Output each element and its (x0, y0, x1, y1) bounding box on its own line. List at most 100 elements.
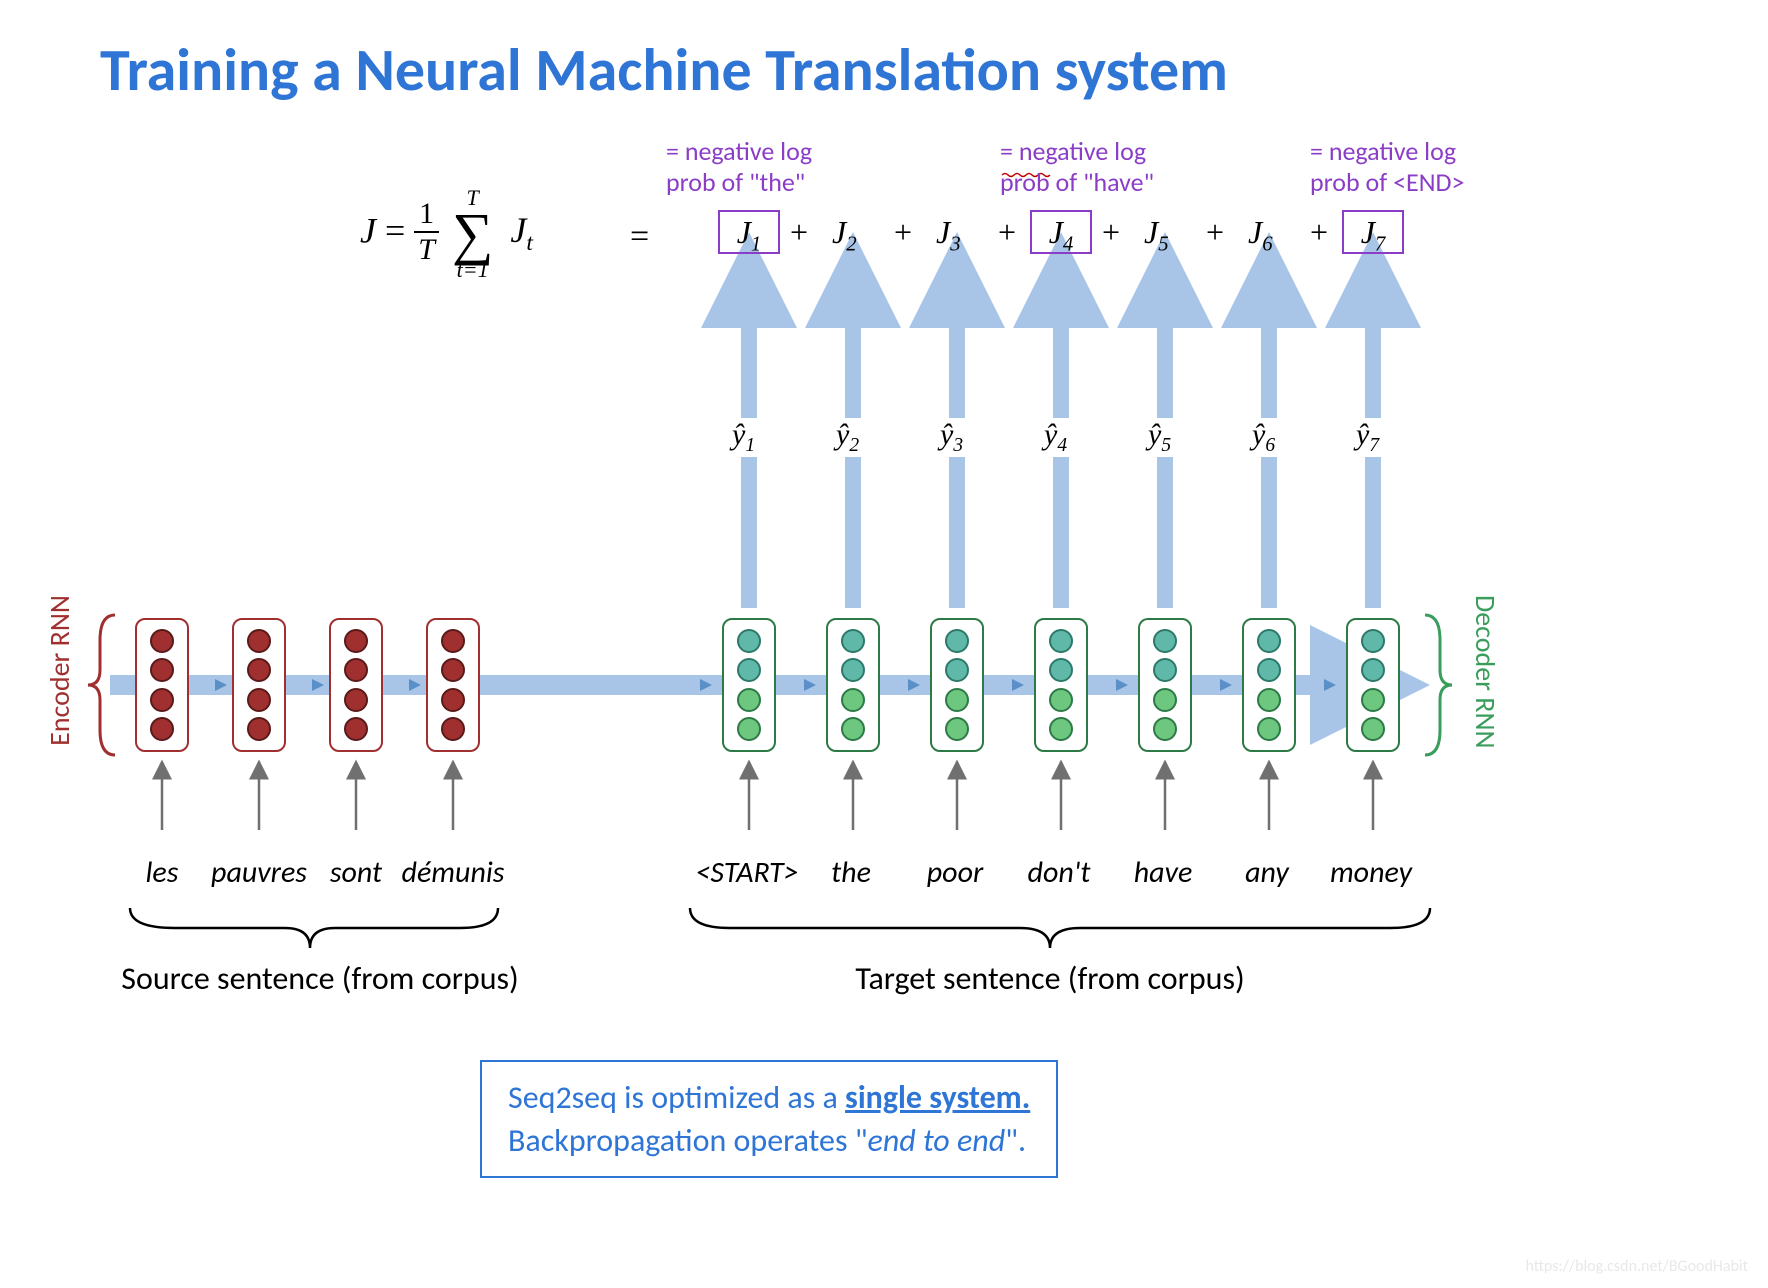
neuron-circle (945, 717, 969, 741)
neuron-circle (1361, 717, 1385, 741)
annotation-text: = negative log prob of "have" (1000, 135, 1154, 198)
h-arrow-mid (1324, 679, 1336, 691)
encoder-cell (135, 618, 189, 752)
neuron-circle (150, 629, 174, 653)
encoder-cell (232, 618, 286, 752)
loss-formula: J = 1 T T ∑ t=1 Jt (360, 185, 533, 283)
source-sentence-label: Source sentence (from corpus) (120, 959, 520, 998)
decoder-brace (1425, 615, 1452, 755)
plus-sign: + (998, 214, 1016, 251)
neuron-circle (841, 688, 865, 712)
title-text: Training a Neural Machine Translation sy… (100, 34, 1228, 107)
footer-note: Seq2seq is optimized as a single system.… (480, 1060, 1058, 1178)
neuron-circle (1153, 717, 1177, 741)
neuron-circle (441, 629, 465, 653)
annotation-text: = negative log prob of "the" (666, 135, 812, 198)
footer-line2: Backpropagation operates "end to end". (508, 1119, 1030, 1162)
neuron-circle (344, 629, 368, 653)
neuron-circle (1361, 688, 1385, 712)
encoder-cell (426, 618, 480, 752)
neuron-circle (247, 717, 271, 741)
neuron-circle (737, 717, 761, 741)
neuron-circle (1153, 658, 1177, 682)
loss-term: J5 (1144, 214, 1169, 256)
y-hat-label: ŷ2 (834, 418, 861, 457)
plus-sign: + (1310, 214, 1328, 251)
decoder-label: Decoder RNN (1468, 595, 1503, 749)
h-arrow-mid (409, 679, 421, 691)
decoder-cell (1242, 618, 1296, 752)
neuron-circle (247, 658, 271, 682)
neuron-circle (1257, 629, 1281, 653)
h-arrow-mid (215, 679, 227, 691)
h-arrow-mid (312, 679, 324, 691)
target-word: money (1306, 854, 1436, 891)
decoder-cell (1034, 618, 1088, 752)
h-arrow-mid (1220, 679, 1232, 691)
decoder-cell (1138, 618, 1192, 752)
footer-text: Seq2seq is optimized as a (508, 1078, 845, 1117)
neuron-circle (737, 629, 761, 653)
target-sentence-label: Target sentence (from corpus) (770, 959, 1330, 998)
neuron-circle (945, 658, 969, 682)
neuron-circle (945, 688, 969, 712)
decoder-cell (826, 618, 880, 752)
plus-sign: + (790, 214, 808, 251)
y-hat-label: ŷ7 (1354, 418, 1381, 457)
neuron-circle (1153, 629, 1177, 653)
neuron-circle (1049, 658, 1073, 682)
encoder-label: Encoder RNN (42, 595, 77, 746)
neuron-circle (1049, 717, 1073, 741)
loss-term-box: J4 (1030, 210, 1092, 254)
footer-text: Backpropagation operates " (508, 1121, 868, 1160)
neuron-circle (737, 658, 761, 682)
neuron-circle (441, 688, 465, 712)
loss-term-text: J4 (1049, 214, 1074, 250)
loss-term-box: J1 (718, 210, 780, 254)
neuron-circle (150, 658, 174, 682)
formula-eq: = (385, 210, 414, 250)
encoder-label-text: Encoder RNN (42, 595, 77, 746)
loss-term: J3 (936, 214, 961, 256)
neuron-circle (1153, 688, 1177, 712)
source-word: pauvres (204, 854, 314, 891)
neuron-circle (841, 629, 865, 653)
loss-term-text: J1 (737, 214, 762, 250)
neuron-circle (150, 717, 174, 741)
annotation-end: = negative log prob of <END> (1310, 136, 1464, 198)
watermark: https://blog.csdn.net/BGoodHabit (1525, 1257, 1748, 1276)
neuron-circle (247, 688, 271, 712)
decoder-cell (930, 618, 984, 752)
neuron-circle (737, 688, 761, 712)
plus-sign: + (1102, 214, 1120, 251)
source-brace (130, 908, 498, 948)
footer-emphasis: end to end (868, 1121, 1006, 1160)
target-brace (690, 908, 1430, 948)
formula-equals: = (630, 218, 649, 256)
source-word: les (107, 854, 217, 891)
source-word: sont (301, 854, 411, 891)
encoder-cell (329, 618, 383, 752)
formula-lhs: J (360, 210, 376, 250)
neuron-circle (344, 688, 368, 712)
h-arrow-mid (908, 679, 920, 691)
footer-emphasis: single system. (845, 1078, 1030, 1117)
loss-term-box: J7 (1342, 210, 1404, 254)
neuron-circle (1049, 629, 1073, 653)
neuron-circle (841, 717, 865, 741)
annotation-text: = negative log prob of <END> (1310, 135, 1464, 198)
neuron-circle (1361, 658, 1385, 682)
neuron-circle (247, 629, 271, 653)
decoder-label-text: Decoder RNN (1468, 595, 1503, 749)
sigma-icon: ∑ (452, 211, 493, 257)
annotation-have: = negative log prob of "have" (1000, 136, 1154, 198)
footer-text: ". (1005, 1121, 1026, 1160)
plus-sign: + (894, 214, 912, 251)
neuron-circle (344, 658, 368, 682)
neuron-circle (1257, 717, 1281, 741)
neuron-circle (841, 658, 865, 682)
h-arrow-mid (700, 679, 712, 691)
source-word: démunis (398, 854, 508, 891)
loss-term: J2 (832, 214, 857, 256)
h-arrow-mid (804, 679, 816, 691)
